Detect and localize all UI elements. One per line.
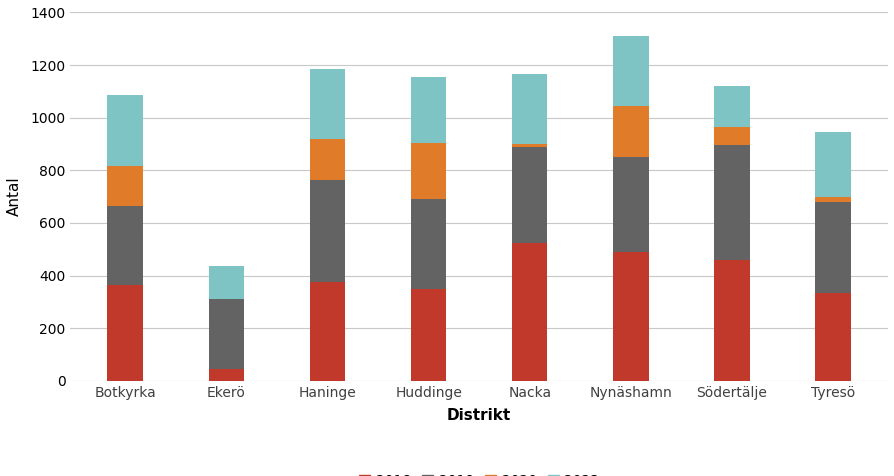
Bar	[814, 202, 850, 293]
Bar	[713, 127, 749, 145]
Y-axis label: Antal: Antal	[7, 177, 22, 217]
Legend: 2018, 2019, 2020, 2023: 2018, 2019, 2020, 2023	[353, 469, 604, 476]
X-axis label: Distrikt: Distrikt	[446, 408, 510, 423]
Bar	[309, 69, 345, 139]
Bar	[410, 199, 446, 289]
Bar	[612, 106, 648, 157]
Bar	[107, 95, 143, 167]
Bar	[410, 289, 446, 381]
Bar	[511, 243, 547, 381]
Bar	[208, 267, 244, 299]
Bar	[612, 252, 648, 381]
Bar	[713, 260, 749, 381]
Bar	[107, 285, 143, 381]
Bar	[208, 299, 244, 369]
Bar	[612, 157, 648, 252]
Bar	[511, 144, 547, 147]
Bar	[814, 197, 850, 202]
Bar	[713, 145, 749, 260]
Bar	[107, 167, 143, 206]
Bar	[511, 74, 547, 144]
Bar	[713, 86, 749, 127]
Bar	[612, 36, 648, 106]
Bar	[309, 179, 345, 282]
Bar	[410, 143, 446, 199]
Bar	[814, 293, 850, 381]
Bar	[208, 369, 244, 381]
Bar	[410, 77, 446, 143]
Bar	[107, 206, 143, 285]
Bar	[309, 139, 345, 179]
Bar	[814, 132, 850, 197]
Bar	[511, 147, 547, 243]
Bar	[309, 282, 345, 381]
